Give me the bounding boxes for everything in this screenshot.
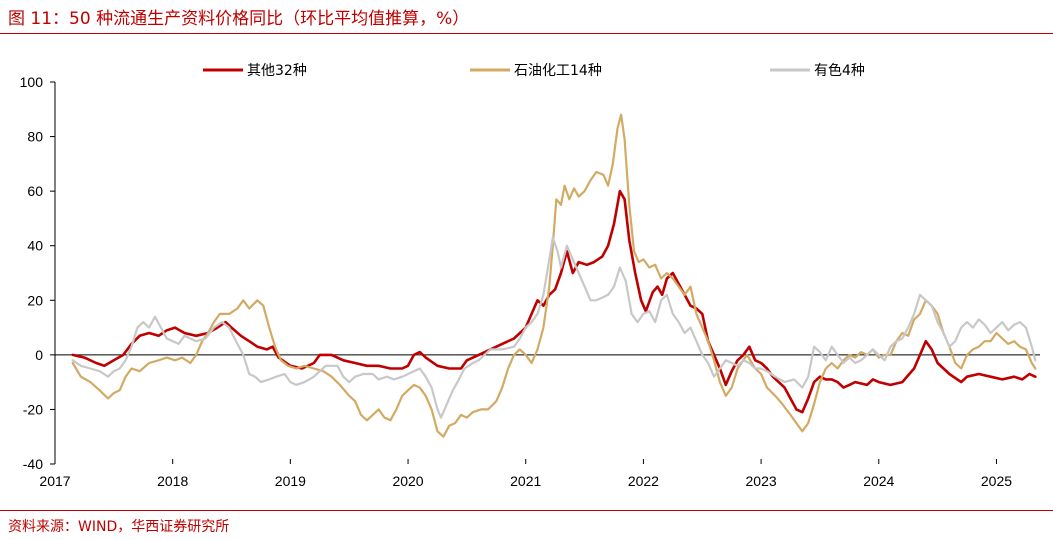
y-tick-label: -20 bbox=[23, 401, 43, 417]
legend-label-3: 有色4种 bbox=[814, 62, 865, 79]
x-tick-label: 2025 bbox=[981, 473, 1012, 489]
y-tick-label: 40 bbox=[27, 238, 43, 254]
x-tick-label: 2020 bbox=[392, 473, 423, 489]
y-axis: -40 -20 0 20 40 60 80 100 bbox=[20, 74, 56, 472]
x-axis: 2017 2018 2019 2020 2021 2022 2023 2024 2025 bbox=[39, 354, 1040, 489]
y-tick-label: 0 bbox=[35, 347, 43, 363]
chart-title: 图 11：50 种流通生产资料价格同比（环比平均值推算，%） bbox=[8, 9, 470, 29]
y-tick-label: 100 bbox=[20, 74, 44, 90]
x-tick-label: 2022 bbox=[628, 473, 659, 489]
x-tick-label: 2019 bbox=[275, 473, 306, 489]
legend-label-2: 石油化工14种 bbox=[514, 63, 602, 79]
series-line-1 bbox=[71, 189, 1037, 414]
y-tick-label: 20 bbox=[27, 292, 43, 308]
x-tick-label: 2024 bbox=[863, 473, 894, 489]
x-tick-label: 2023 bbox=[746, 473, 777, 489]
source-note: 资料来源：WIND，华西证券研究所 bbox=[8, 519, 230, 535]
x-tick-label: 2021 bbox=[510, 473, 541, 489]
series-line-2 bbox=[71, 113, 1037, 438]
y-tick-label: 60 bbox=[27, 183, 43, 199]
y-tick-label: 80 bbox=[27, 129, 43, 145]
footer-divider bbox=[0, 510, 1053, 511]
y-tick-label: -40 bbox=[23, 456, 43, 472]
series-line-3 bbox=[71, 236, 1037, 419]
legend: 其他32种 石油化工14种 有色4种 bbox=[203, 62, 865, 79]
title-divider bbox=[0, 33, 1053, 34]
x-tick-label: 2018 bbox=[157, 473, 188, 489]
series-layer bbox=[71, 113, 1037, 438]
legend-label-1: 其他32种 bbox=[247, 63, 307, 79]
x-tick-label: 2017 bbox=[39, 473, 70, 489]
